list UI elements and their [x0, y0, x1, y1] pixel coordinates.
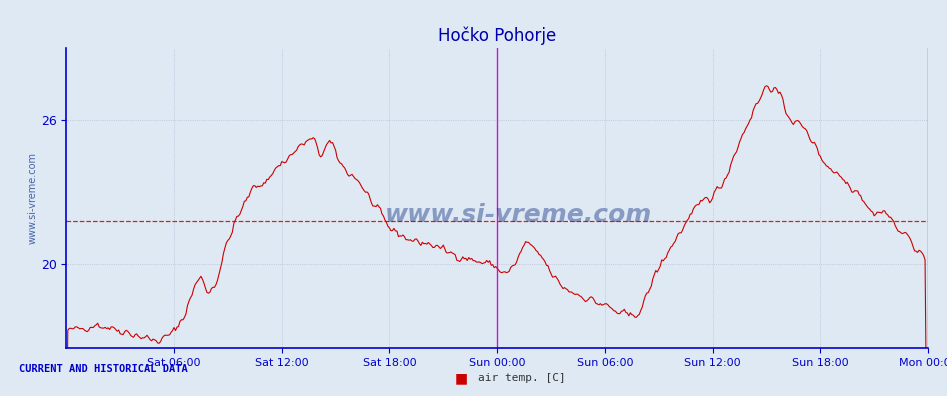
Text: air temp. [C]: air temp. [C] [478, 373, 566, 383]
Title: Hočko Pohorje: Hočko Pohorje [438, 26, 556, 45]
Text: ■: ■ [455, 371, 468, 385]
Text: CURRENT AND HISTORICAL DATA: CURRENT AND HISTORICAL DATA [19, 364, 188, 374]
Y-axis label: www.si-vreme.com: www.si-vreme.com [27, 152, 38, 244]
Text: www.si-vreme.com: www.si-vreme.com [385, 203, 652, 227]
